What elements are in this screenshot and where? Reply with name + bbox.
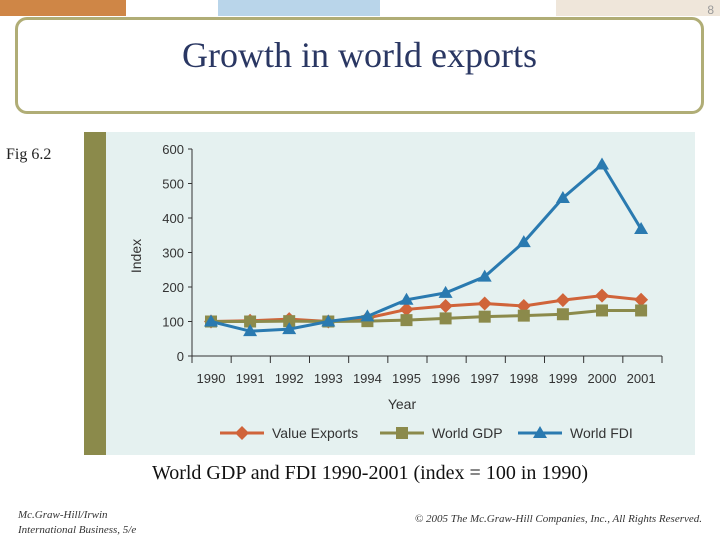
x-tick-label: 2000 — [588, 371, 617, 386]
legend-marker-world-gdp — [396, 427, 408, 439]
x-tick-label: 1997 — [470, 371, 499, 386]
data-point-value-exports — [399, 302, 414, 317]
book-title: International Business, 5/e — [18, 524, 137, 536]
data-point-value-exports — [516, 298, 531, 313]
data-point-world-fdi — [243, 324, 258, 337]
y-tick-label: 600 — [162, 142, 184, 157]
data-point-world-fdi — [204, 314, 218, 327]
data-point-world-gdp — [283, 315, 296, 328]
x-tick-label: 1998 — [509, 371, 538, 386]
data-point-world-fdi — [477, 269, 492, 282]
data-point-world-fdi — [282, 322, 297, 335]
legend-marker-world-fdi — [533, 426, 547, 438]
series-line-world-fdi — [210, 162, 643, 333]
decor-bar-beige — [556, 0, 720, 16]
data-point-world-gdp — [439, 312, 452, 325]
figure-label: Fig 6.2 — [6, 146, 52, 163]
y-tick-label: 100 — [162, 315, 184, 330]
series-line-world-gdp — [211, 308, 642, 324]
copyright: © 2005 The Mc.Graw-Hill Companies, Inc.,… — [414, 513, 702, 525]
page-number: 8 — [707, 3, 714, 17]
data-point-world-fdi — [399, 292, 414, 305]
y-tick-label: 500 — [162, 177, 184, 192]
data-point-value-exports — [438, 298, 453, 313]
series-line-value-exports — [210, 294, 642, 324]
data-point-world-gdp — [244, 315, 257, 328]
x-tick-label: 1996 — [431, 371, 460, 386]
legend-label-value-exports: Value Exports — [272, 425, 358, 441]
data-point-world-gdp — [635, 304, 648, 317]
data-point-world-gdp — [400, 314, 413, 327]
chart-panel — [84, 132, 695, 455]
chart-side-bar — [84, 132, 106, 455]
legend-label-world-fdi: World FDI — [570, 425, 633, 441]
data-point-world-gdp — [556, 308, 569, 321]
data-point-world-fdi — [555, 190, 570, 203]
slide-title: Growth in world exports — [182, 35, 537, 75]
data-point-world-fdi — [595, 157, 609, 170]
publisher: Mc.Graw-Hill/Irwin — [18, 509, 108, 521]
data-point-value-exports — [634, 292, 649, 307]
decor-bar-orange — [0, 0, 126, 16]
y-tick-label: 0 — [177, 349, 184, 364]
data-point-world-fdi — [321, 314, 336, 327]
x-axis-title: Year — [388, 396, 417, 412]
x-tick-label: 1990 — [197, 371, 226, 386]
data-point-value-exports — [477, 296, 492, 311]
data-point-world-gdp — [478, 310, 491, 323]
data-point-world-fdi — [634, 222, 649, 235]
data-point-world-fdi — [516, 235, 531, 248]
x-tick-label: 1992 — [275, 371, 304, 386]
title-box: Growth in world exports — [15, 17, 704, 114]
data-point-world-fdi — [438, 285, 453, 298]
data-point-value-exports — [595, 288, 609, 303]
x-tick-label: 1993 — [314, 371, 343, 386]
x-tick-label: 2001 — [627, 371, 656, 386]
y-tick-label: 300 — [162, 246, 184, 261]
y-tick-label: 400 — [162, 211, 184, 226]
footer-left: Mc.Graw-Hill/Irwin International Business… — [18, 508, 136, 538]
figure-caption: World GDP and FDI 1990-2001 (index = 100… — [151, 462, 589, 484]
data-point-world-fdi — [360, 309, 375, 322]
data-point-world-gdp — [517, 309, 530, 322]
data-point-value-exports — [555, 293, 570, 308]
y-axis-title: Index — [128, 239, 144, 273]
decor-bar-blue — [218, 0, 380, 16]
legend-marker-value-exports — [235, 426, 249, 440]
x-tick-label: 1991 — [236, 371, 265, 386]
x-tick-label: 1994 — [353, 371, 382, 386]
data-point-world-gdp — [596, 304, 608, 317]
x-tick-label: 1995 — [392, 371, 421, 386]
x-tick-label: 1999 — [548, 371, 577, 386]
y-tick-label: 200 — [162, 280, 184, 295]
legend-label-world-gdp: World GDP — [432, 425, 503, 441]
